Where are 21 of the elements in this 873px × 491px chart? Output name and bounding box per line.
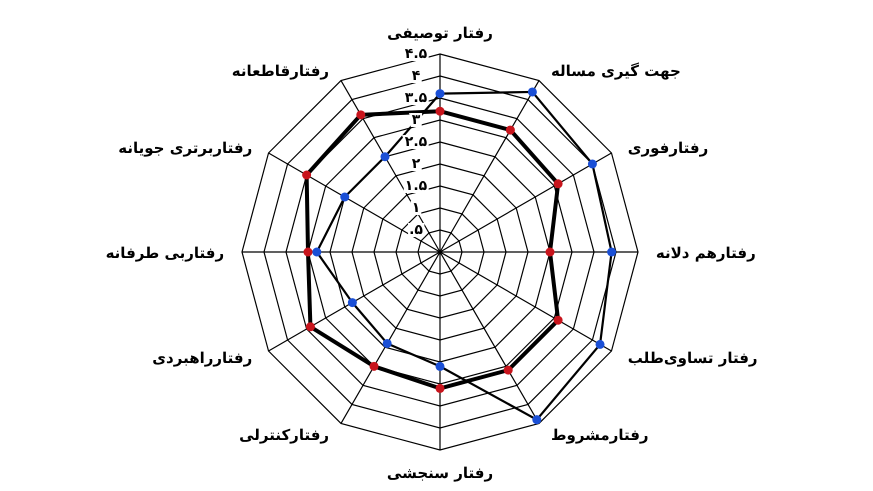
spoke-label: رفتارکنترلی (239, 426, 330, 444)
y-tick-label: ۱ (412, 200, 420, 216)
spoke-label: رفتارقاطعانه (232, 62, 330, 80)
y-tick-label: ۲ (412, 156, 421, 172)
y-tick-label: ۳.۵ (404, 90, 428, 106)
spoke-label: رفتارفوری (628, 139, 708, 158)
spoke-label: جهت گیری مساله (550, 62, 681, 80)
spoke-label: رفتاربرتری جویانه (118, 139, 252, 158)
spoke-label: رفتارراهبردی (152, 348, 252, 367)
y-tick-label: ۳ (412, 112, 421, 128)
spoke-label: رفتار تساوی‌طلب (628, 348, 758, 367)
spoke-label: رفتاربی طرفانه (106, 244, 224, 262)
y-tick-label: ۴ (412, 68, 421, 84)
y-tick-label: ۴.۵ (404, 46, 428, 62)
y-tick-label: ۲.۵ (404, 134, 428, 150)
spoke-label: رفتار سنجشی (386, 464, 494, 482)
y-tick-label: ۱.۵ (404, 178, 428, 194)
spoke-label: رفتار توصیفی (387, 24, 493, 42)
spoke-label: رفتارهم دلانه (656, 244, 756, 262)
y-tick-label: .۵ (409, 222, 424, 238)
spoke-label: رفتارمشروط (550, 426, 649, 444)
